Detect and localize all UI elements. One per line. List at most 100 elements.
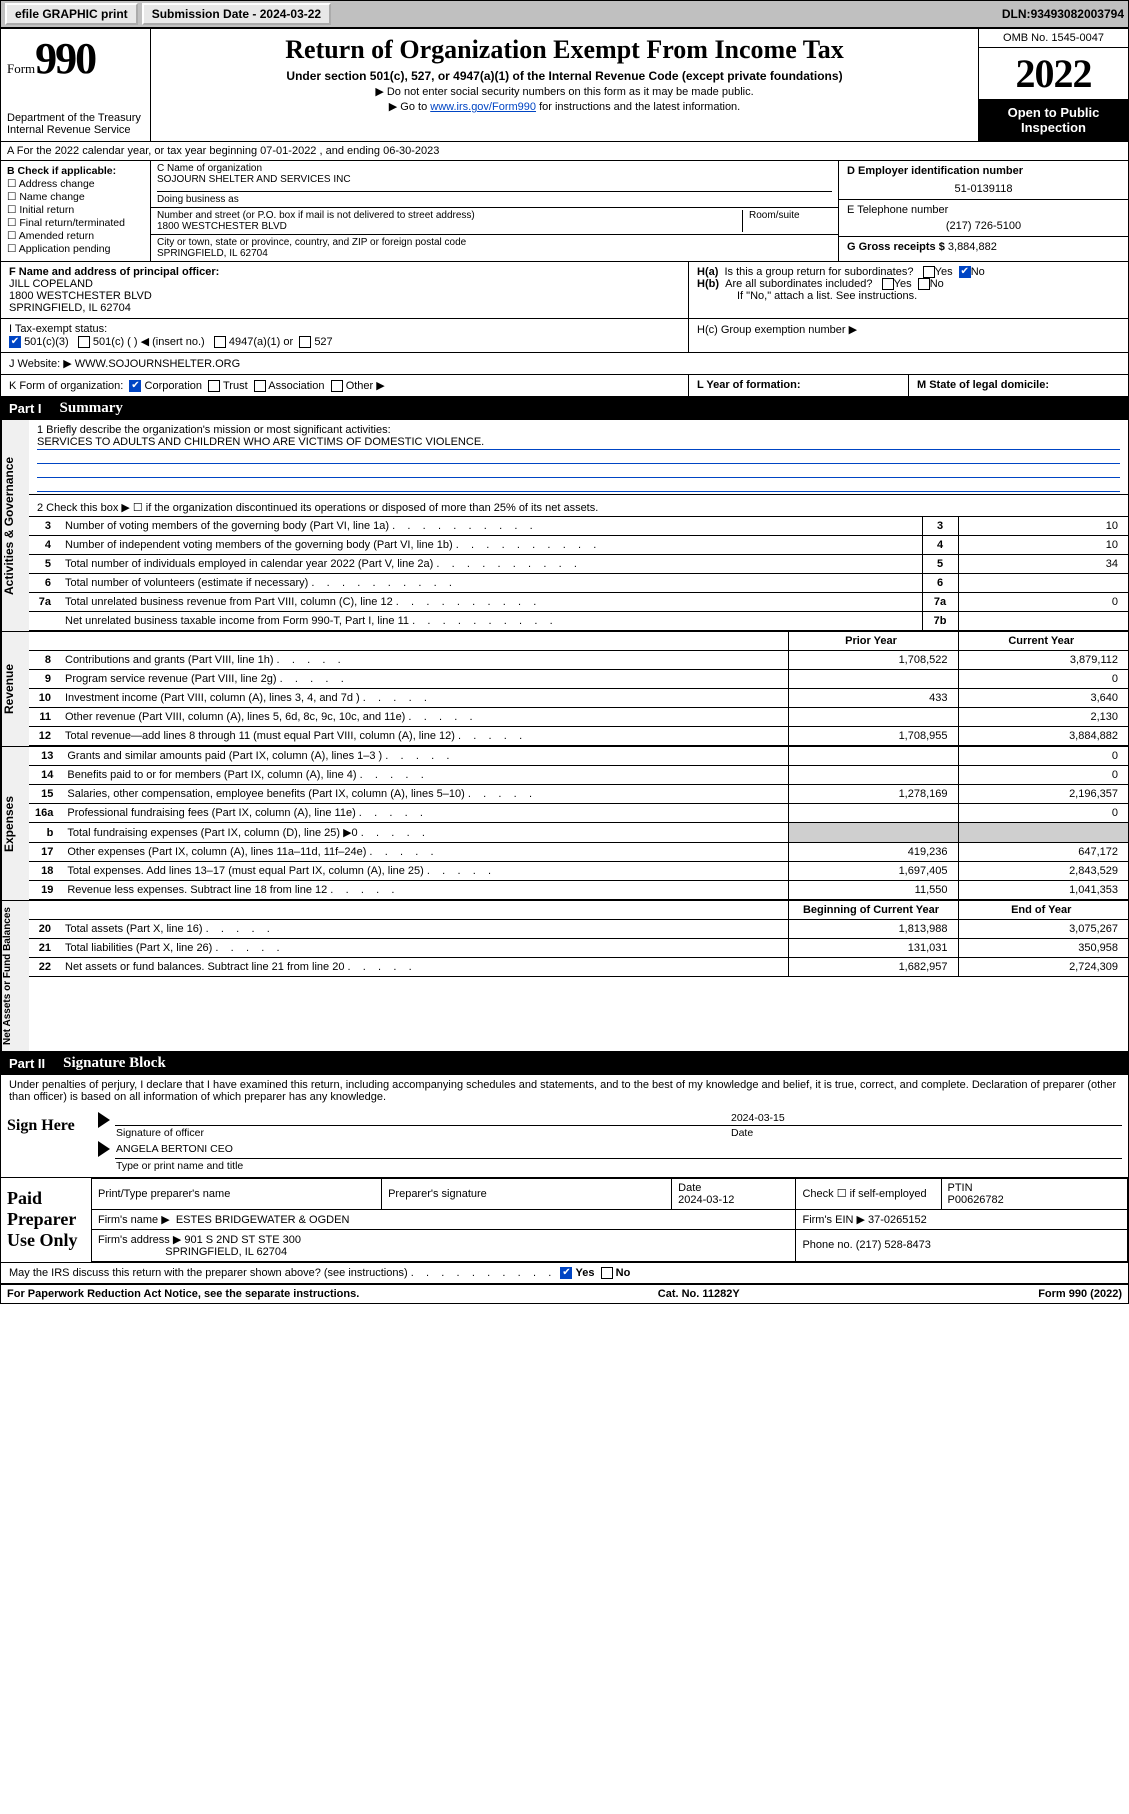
line-val: 0 <box>958 593 1128 612</box>
line-ref: 3 <box>922 517 958 536</box>
line-num: 17 <box>29 843 61 862</box>
hb-no-checkbox[interactable] <box>918 278 930 290</box>
line2: 2 Check this box ▶ ☐ if the organization… <box>29 495 1128 517</box>
open-public-badge: Open to Public Inspection <box>979 99 1128 141</box>
line-text: Benefits paid to or for members (Part IX… <box>61 766 788 785</box>
line-val: 34 <box>958 555 1128 574</box>
dept-treasury-label: Department of the Treasury Internal Reve… <box>7 112 144 136</box>
discuss-no-checkbox[interactable] <box>601 1267 613 1279</box>
vtab-revenue: Revenue <box>1 632 29 746</box>
discuss-yes-checkbox[interactable]: ✔ <box>560 1267 572 1279</box>
mission-blank2 <box>37 464 1120 478</box>
ha-no-checkbox[interactable]: ✔ <box>959 266 971 278</box>
prep-sig-label: Preparer's signature <box>382 1178 672 1209</box>
hc-row: H(c) Group exemption number ▶ <box>688 319 1128 352</box>
form-title: Return of Organization Exempt From Incom… <box>157 35 972 65</box>
firm-addr-label: Firm's address ▶ <box>98 1234 181 1246</box>
line-ref: 7b <box>922 612 958 631</box>
prior-val: 1,278,169 <box>788 785 958 804</box>
ptin-label: PTIN <box>948 1182 973 1194</box>
col-hdr-2: Current Year <box>958 632 1128 651</box>
website-label: J Website: ▶ <box>9 358 75 370</box>
chk-501c3[interactable]: ✔ <box>9 336 21 348</box>
part1-label: Part I <box>9 401 42 416</box>
line-text: Number of independent voting members of … <box>59 536 922 555</box>
line-num: 9 <box>29 670 59 689</box>
prior-val: 1,813,988 <box>788 920 958 939</box>
chk-527[interactable] <box>299 336 311 348</box>
officer-label: F Name and address of principal officer: <box>9 266 680 278</box>
firm-ein-label: Firm's EIN ▶ <box>802 1214 865 1226</box>
line-text: Contributions and grants (Part VIII, lin… <box>59 651 788 670</box>
chk-4947[interactable] <box>214 336 226 348</box>
chk-corporation[interactable]: ✔ <box>129 380 141 392</box>
line-text: Total expenses. Add lines 13–17 (must eq… <box>61 862 788 881</box>
line-num: 22 <box>29 958 59 977</box>
addr-value: 1800 WESTCHESTER BLVD <box>157 221 742 232</box>
tax-year: 2022 <box>979 48 1128 99</box>
line-num: 7a <box>29 593 59 612</box>
mission-text: SERVICES TO ADULTS AND CHILDREN WHO ARE … <box>37 436 1120 450</box>
chk-association[interactable] <box>254 380 266 392</box>
dln-value: 93493082003794 <box>1031 7 1124 21</box>
col-hdr-1: Prior Year <box>788 632 958 651</box>
chk-initial-return[interactable]: ☐ Initial return <box>7 204 144 216</box>
line-num: 4 <box>29 536 59 555</box>
chk-501c[interactable] <box>78 336 90 348</box>
irs-link[interactable]: www.irs.gov/Form990 <box>430 101 536 113</box>
line-text: Program service revenue (Part VIII, line… <box>59 670 788 689</box>
form-org-label: K Form of organization: <box>9 380 123 392</box>
firm-addr2: SPRINGFIELD, IL 62704 <box>165 1246 287 1258</box>
line-text: Revenue less expenses. Subtract line 18 … <box>61 881 788 900</box>
perjury-decl: Under penalties of perjury, I declare th… <box>1 1075 1128 1107</box>
line-text: Net unrelated business taxable income fr… <box>59 612 922 631</box>
sign-arrow2-icon <box>98 1141 110 1157</box>
firm-ein-val: 37-0265152 <box>868 1214 927 1226</box>
phone-label: E Telephone number <box>847 204 1120 216</box>
line-val: 10 <box>958 517 1128 536</box>
chk-final-return[interactable]: ☐ Final return/terminated <box>7 217 144 229</box>
line-num: 12 <box>29 727 59 746</box>
line-text: Total number of individuals employed in … <box>59 555 922 574</box>
current-val: 2,130 <box>958 708 1128 727</box>
chk-other[interactable] <box>331 380 343 392</box>
gross-receipts-value: 3,884,882 <box>948 241 997 253</box>
chk-application-pending[interactable]: ☐ Application pending <box>7 243 144 255</box>
gross-receipts-label: G Gross receipts $ <box>847 241 948 253</box>
line-num: 5 <box>29 555 59 574</box>
current-val: 2,843,529 <box>958 862 1128 881</box>
line-text: Total fundraising expenses (Part IX, col… <box>61 823 788 843</box>
prior-val <box>788 708 958 727</box>
sig-name-val: ANGELA BERTONI CEO <box>115 1140 1122 1158</box>
hb-yes-checkbox[interactable] <box>882 278 894 290</box>
prior-val: 131,031 <box>788 939 958 958</box>
line-text: Other revenue (Part VIII, column (A), li… <box>59 708 788 727</box>
part2-name: Signature Block <box>63 1055 166 1072</box>
line-text: Total assets (Part X, line 16) <box>59 920 788 939</box>
prior-val <box>788 804 958 823</box>
footer-right: Form 990 (2022) <box>1038 1288 1122 1300</box>
prior-val: 433 <box>788 689 958 708</box>
line-num: 10 <box>29 689 59 708</box>
ha-yes-checkbox[interactable] <box>923 266 935 278</box>
footer-center: Cat. No. 11282Y <box>658 1288 740 1300</box>
officer-value: JILL COPELAND 1800 WESTCHESTER BLVD SPRI… <box>9 278 680 314</box>
ptin-val: P00626782 <box>948 1194 1004 1206</box>
line-val: 10 <box>958 536 1128 555</box>
line-num: 3 <box>29 517 59 536</box>
prep-selfemp: Check ☐ if self-employed <box>796 1178 941 1209</box>
chk-amended-return[interactable]: ☐ Amended return <box>7 230 144 242</box>
line-num: 15 <box>29 785 61 804</box>
chk-trust[interactable] <box>208 380 220 392</box>
current-val: 2,724,309 <box>958 958 1128 977</box>
ein-label: D Employer identification number <box>847 165 1120 177</box>
prior-val: 1,708,522 <box>788 651 958 670</box>
submission-date-button[interactable]: Submission Date - 2024-03-22 <box>142 3 331 25</box>
row-a-tax-year: A For the 2022 calendar year, or tax yea… <box>1 142 1128 161</box>
chk-name-change[interactable]: ☐ Name change <box>7 191 144 203</box>
current-val: 0 <box>958 670 1128 689</box>
chk-address-change[interactable]: ☐ Address change <box>7 178 144 190</box>
efile-print-button[interactable]: efile GRAPHIC print <box>5 3 138 25</box>
prior-val <box>788 766 958 785</box>
phone-value: (217) 726-5100 <box>847 220 1120 232</box>
